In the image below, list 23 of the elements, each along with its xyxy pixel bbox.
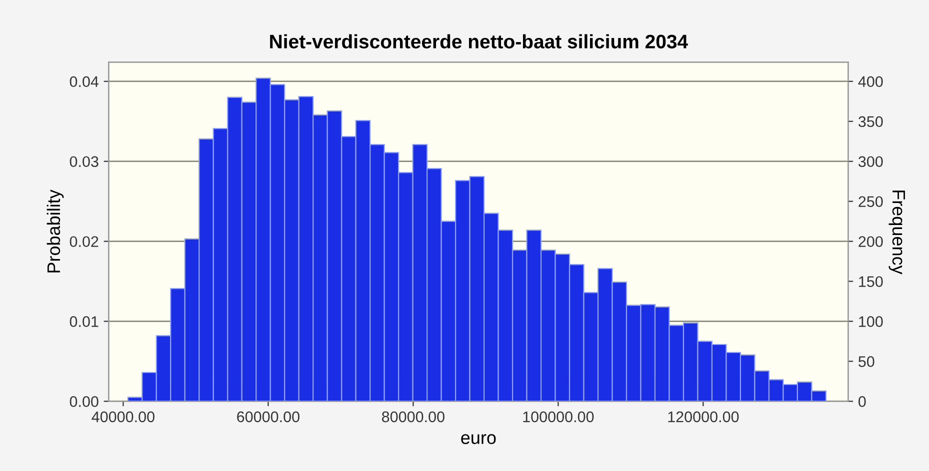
x-tick-label: 120000.00: [668, 411, 739, 422]
y-tick-label: 0.04: [70, 76, 99, 88]
y2-tick-label: 200: [858, 236, 883, 248]
y-axis-title: Probability: [46, 190, 64, 272]
y2-tick-label: 300: [858, 156, 883, 168]
x-tick-label: 80000.00: [382, 411, 444, 422]
y-tick-label: 0.02: [70, 236, 98, 248]
y-tick-label: 0.00: [70, 396, 98, 407]
y2-tick-label: 150: [859, 276, 883, 288]
y2-tick-label: 400: [858, 76, 883, 88]
y-tick-label: 0.03: [70, 156, 98, 168]
x-tick-label: 60000.00: [237, 411, 300, 422]
x-axis-title: euro: [461, 434, 496, 444]
x-tick-label: 100000.00: [523, 411, 594, 422]
y2-tick-label: 100: [859, 316, 883, 327]
chart-title: Niet-verdisconteerde netto-baat silicium 2034: [270, 34, 688, 48]
x-tick-label: 40000.00: [92, 411, 154, 422]
y2-tick-label: 0: [858, 396, 866, 407]
y2-tick-label: 350: [858, 116, 883, 128]
y-tick-label: 0.01: [70, 316, 98, 327]
y2-tick-label: 50: [858, 356, 874, 367]
y2-axis-title: Frequency: [888, 190, 905, 274]
y2-tick-label: 250: [858, 196, 883, 208]
